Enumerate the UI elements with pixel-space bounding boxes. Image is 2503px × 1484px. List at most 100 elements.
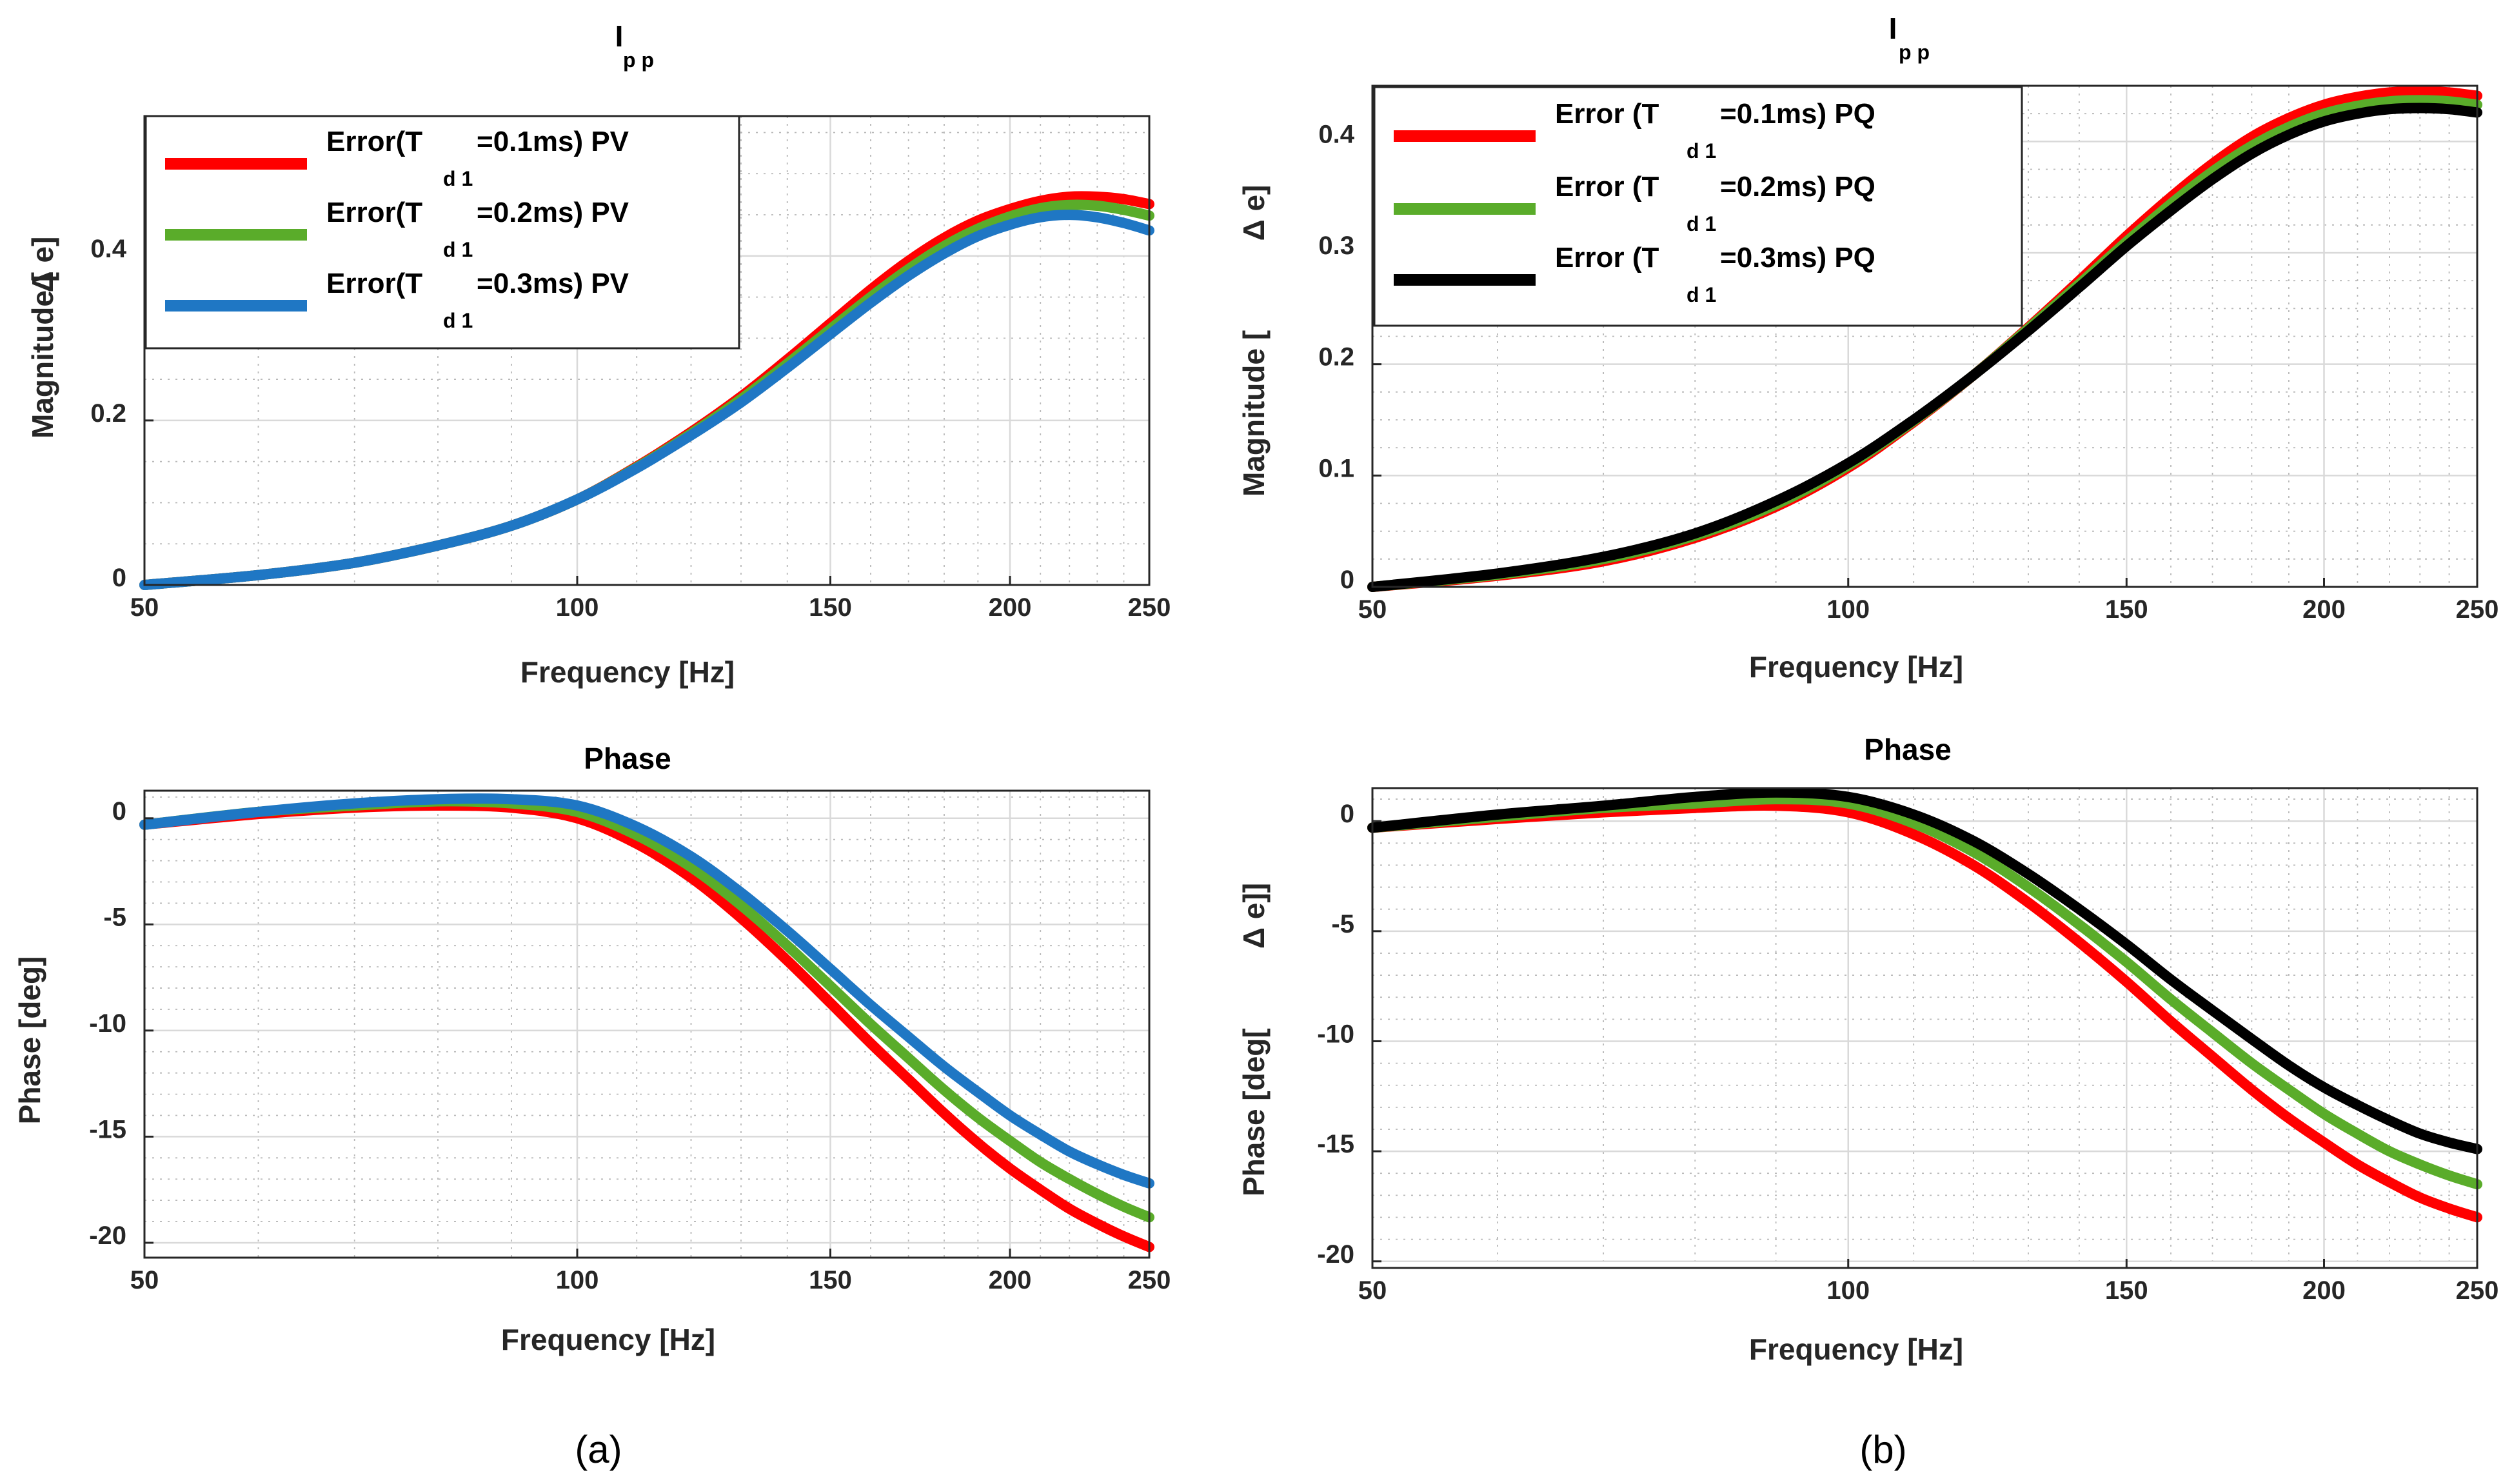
ticks: 50 100 150 200 250 0 0.1 0.2 0.3 0.4: [1318, 120, 2498, 624]
x-tick-label: 100: [1826, 1276, 1870, 1305]
series-group: [139, 793, 1154, 1252]
chart-b-phase: 50 100 150 200 250 0 -5 -10 -15 -20: [1317, 787, 2498, 1305]
y-tick-label: 0: [112, 564, 126, 592]
y-tick-label: 0.2: [90, 399, 126, 428]
y-tick-label: -20: [89, 1222, 126, 1250]
legend-subscript-2: d 1: [443, 238, 473, 261]
chart-a-phase-title: Phase: [584, 742, 671, 775]
chart-b-magnitude-ylabel: Magnitude [: [1237, 330, 1271, 497]
y-tick-label: -10: [1317, 1020, 1354, 1048]
x-tick-label: 200: [989, 593, 1032, 622]
series-group: [1367, 787, 2482, 1223]
plot-area: [144, 791, 1149, 1258]
y-tick-label: -20: [1317, 1240, 1354, 1269]
x-tick-label: 150: [2105, 595, 2148, 624]
legend-label-1: Error (T: [1555, 98, 1659, 130]
x-tick-label: 100: [556, 593, 599, 622]
chart-b-magnitude-ylabel-extra: Δ e]: [1237, 185, 1271, 241]
ticks: 50 100 150 200 250 0 -5 -10 -15 -20: [89, 797, 1171, 1294]
series-line-2: [1367, 794, 2482, 1190]
y-tick-label: -5: [103, 903, 126, 931]
legend-subscript-2: d 1: [1687, 212, 1716, 235]
chart-b-magnitude-xlabel: Frequency [Hz]: [1749, 650, 1963, 684]
y-tick-label: -15: [89, 1115, 126, 1143]
x-tick-label: 150: [2105, 1276, 2148, 1305]
x-tick-label: 100: [1826, 595, 1870, 624]
chart-a-magnitude-title: I: [615, 19, 624, 53]
y-tick-label: 0.2: [1318, 343, 1354, 371]
y-tick-label: 0.4: [90, 235, 126, 263]
series-line-3: [139, 793, 1154, 1189]
x-tick-label: 50: [130, 593, 159, 622]
legend-subscript-1: d 1: [1687, 139, 1716, 163]
plot-area: [1372, 788, 2477, 1268]
x-tick-label: 250: [2456, 1276, 2499, 1305]
chart-b-phase-title: Phase: [1864, 733, 1952, 766]
chart-b-phase-xlabel: Frequency [Hz]: [1749, 1332, 1963, 1366]
legend-subscript-1: d 1: [443, 167, 473, 190]
chart-a-phase-ylabel: Phase [deg]: [13, 956, 46, 1125]
legend-label-3: Error(T: [326, 268, 422, 299]
ticks: 50 100 150 200 250 0 -5 -10 -15 -20: [1317, 800, 2498, 1305]
x-tick-label: 250: [1128, 1266, 1171, 1294]
legend-subscript-3: d 1: [1687, 283, 1716, 306]
legend-suffix-1: =0.1ms) PV: [477, 126, 629, 157]
series-line-3: [1367, 787, 2482, 1154]
y-tick-label: 0: [112, 797, 126, 826]
chart-a-phase-xlabel: Frequency [Hz]: [501, 1323, 715, 1356]
x-tick-label: 200: [2302, 595, 2346, 624]
axis-frame: [1371, 787, 2478, 1269]
x-tick-label: 100: [556, 1266, 599, 1294]
y-tick-label: 0: [1340, 566, 1354, 594]
ticks: 50 100 150 200 250 0 0.2 0.4: [90, 235, 1171, 622]
chart-b-magnitude-title-subscript: p p: [1899, 41, 1930, 64]
x-tick-label: 150: [809, 1266, 852, 1294]
legend-label-2: Error (T: [1555, 171, 1659, 203]
series-group: [139, 191, 1154, 590]
chart-b-phase-ylabel: Phase [deg[: [1237, 1028, 1271, 1196]
series-line-3: [139, 210, 1154, 590]
chart-a-phase: 50 100 150 200 250 0 -5 -10 -15 -20: [89, 789, 1171, 1294]
legend-label-2: Error(T: [326, 197, 422, 228]
y-tick-label: 0.3: [1318, 232, 1354, 260]
legend-suffix-2: =0.2ms) PQ: [1720, 171, 1875, 203]
y-tick-label: -15: [1317, 1130, 1354, 1158]
chart-a-magnitude-ylabel-extra: Δ e]: [26, 237, 59, 293]
x-tick-label: 150: [809, 593, 852, 622]
legend-suffix-2: =0.2ms) PV: [477, 197, 629, 228]
y-tick-label: 0: [1340, 800, 1354, 828]
series-line-3: [1367, 103, 2482, 592]
legend-suffix-1: =0.1ms) PQ: [1720, 98, 1875, 130]
chart-b-magnitude-title: I: [1889, 12, 1897, 45]
axis-frame: [1371, 84, 2478, 588]
y-tick-label: -5: [1331, 910, 1354, 938]
panel-label-a: (a): [575, 1428, 622, 1471]
y-tick-label: 0.4: [1318, 120, 1354, 148]
x-tick-label: 250: [2456, 595, 2499, 624]
chart-b-phase-ylabel-extra: Δ e]]: [1237, 883, 1271, 949]
x-tick-label: 50: [130, 1266, 159, 1294]
panel-label-b: (b): [1859, 1428, 1906, 1471]
chart-a-magnitude-title-subscript: p p: [623, 48, 654, 72]
legend-suffix-3: =0.3ms) PQ: [1720, 242, 1875, 273]
y-tick-label: 0.1: [1318, 454, 1354, 482]
x-tick-label: 250: [1128, 593, 1171, 622]
y-tick-label: -10: [89, 1009, 126, 1038]
x-tick-label: 50: [1358, 1276, 1387, 1305]
axis-frame: [143, 789, 1151, 1259]
legend-label-1: Error(T: [326, 126, 422, 157]
x-tick-label: 200: [989, 1266, 1032, 1294]
chart-a-magnitude-ylabel: Magnitude [: [26, 272, 59, 439]
series-group: [1367, 86, 2482, 592]
legend-label-3: Error (T: [1555, 242, 1659, 273]
x-tick-label: 50: [1358, 595, 1387, 624]
x-tick-label: 200: [2302, 1276, 2346, 1305]
chart-a-magnitude-xlabel: Frequency [Hz]: [520, 655, 735, 689]
legend-subscript-3: d 1: [443, 309, 473, 332]
legend-suffix-3: =0.3ms) PV: [477, 268, 629, 299]
